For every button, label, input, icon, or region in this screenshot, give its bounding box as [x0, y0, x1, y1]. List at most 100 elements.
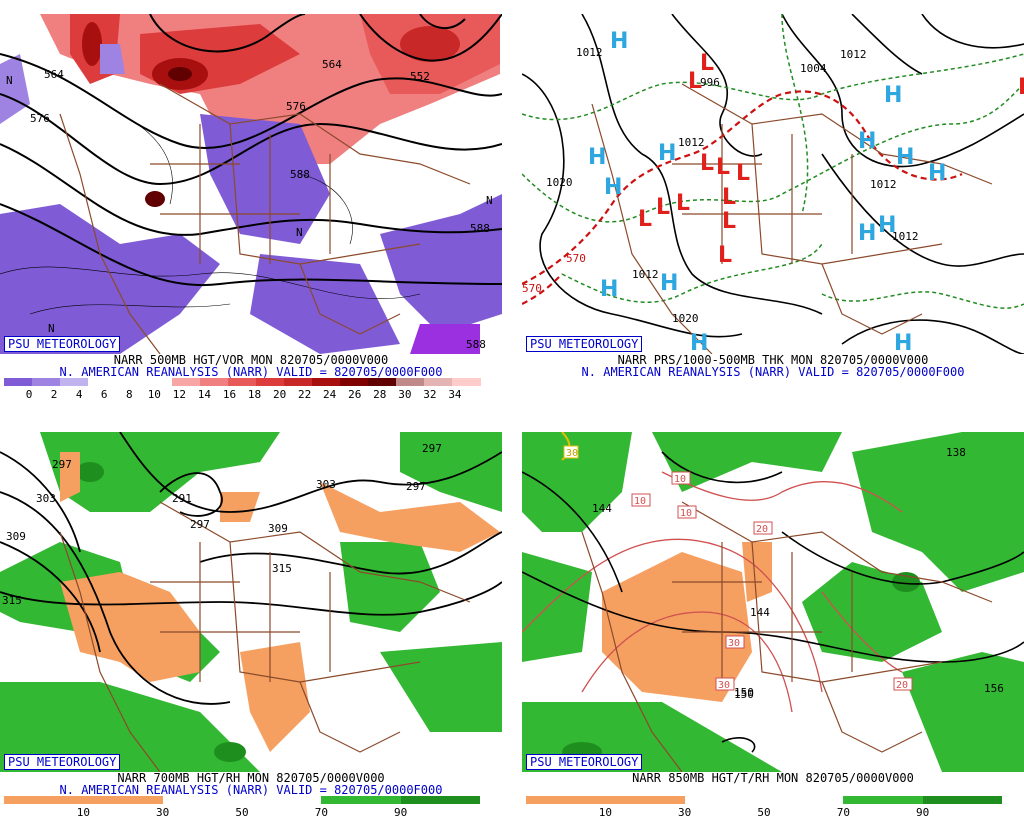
isobar-label: 1012	[576, 46, 603, 59]
map-500mb: 564 576 588 552 564 576 588 588 N N N N	[0, 14, 502, 354]
contour-label-552: 552	[410, 70, 430, 83]
colorbar-segment	[4, 378, 33, 386]
temp-label: 20	[896, 680, 908, 691]
brand-label: PSU METEOROLOGY	[526, 336, 643, 352]
colorbar-segment	[340, 378, 369, 386]
brand-label: PSU METEOROLOGY	[526, 754, 643, 770]
colorbar-tick-label: 22	[298, 388, 312, 401]
colorbar-tick-label: 30	[156, 806, 170, 819]
colorbar-tick-label: 32	[423, 388, 437, 401]
height-label: 138	[946, 446, 966, 459]
map-850mb: 144 150 156 144 150 138 10 10 10 20 30 3…	[522, 432, 1024, 772]
contour-label-576: 576	[30, 112, 50, 125]
colorbar-segment	[60, 378, 89, 386]
isobar-label: 1020	[672, 312, 699, 325]
colorbar	[4, 796, 481, 804]
colorbar-segment	[256, 378, 285, 386]
vort-min-label: N	[486, 194, 493, 207]
colorbar-tick-label: 90	[916, 806, 930, 819]
panel-850mb-temp-rh: 144 150 156 144 150 138 10 10 10 20 30 3…	[522, 418, 1024, 819]
contour-label: 291	[172, 492, 192, 505]
colorbar-tick-label: 90	[394, 806, 408, 819]
high-pressure-marker: H	[600, 277, 618, 302]
colorbar-tick-label: 14	[197, 388, 212, 401]
contour-label: 315	[2, 594, 22, 607]
height-label: 150	[734, 688, 754, 701]
colorbar-tick-label: 30	[678, 806, 692, 819]
chart-subtitle: N. AMERICAN REANALYSIS (NARR) VALID = 82…	[59, 365, 443, 379]
high-pressure-marker: H	[858, 129, 876, 154]
high-pressure-marker: H	[858, 221, 876, 246]
colorbar-tick-label: 34	[448, 388, 462, 401]
temp-label: 10	[634, 496, 646, 507]
thickness-label: 570	[566, 252, 586, 265]
contour-label: 303	[316, 478, 336, 491]
map-pressure-svg: H H H H H H H H H H H H H H L L L L	[522, 14, 1024, 354]
colorbar-tick-label: 4	[75, 388, 83, 401]
colorbar	[526, 796, 1003, 804]
colorbar-tick-label: 26	[348, 388, 362, 401]
low-pressure-marker: L	[736, 161, 750, 186]
contour-label-576b: 576	[286, 100, 306, 113]
colorbar-segment	[368, 378, 397, 386]
colorbar-segment	[321, 796, 402, 804]
colorbar	[4, 378, 481, 386]
colorbar-segment	[32, 378, 61, 386]
height-label: 144	[750, 606, 770, 619]
panel-700mb-rh: 297 303 309 291 297 303 309 315 315 297 …	[0, 418, 502, 819]
colorbar-tick-label: 10	[76, 806, 90, 819]
map-700mb-svg: 297 303 309 291 297 303 309 315 315 297 …	[0, 432, 502, 772]
contour-label-588c: 588	[466, 338, 486, 351]
high-pressure-marker: H	[660, 271, 678, 296]
colorbar-segment	[162, 796, 243, 804]
colorbar-segment	[88, 378, 117, 386]
high-pressure-marker: H	[690, 331, 708, 354]
colorbar-ticks: 10 30 50 70 90	[522, 806, 1024, 819]
vort-min-label: N	[6, 74, 13, 87]
map-700mb: 297 303 309 291 297 303 309 315 315 297 …	[0, 432, 502, 772]
colorbar-segment	[312, 378, 341, 386]
colorbar-tick-label: 50	[235, 806, 249, 819]
colorbar-segment	[922, 796, 1003, 804]
panel-pressure-thickness: H H H H H H H H H H H H H H L L L L	[522, 0, 1024, 400]
chart-subtitle: N. AMERICAN REANALYSIS (NARR) VALID = 82…	[59, 783, 443, 797]
low-pressure-marker: L	[722, 185, 736, 210]
colorbar-segment	[452, 378, 481, 386]
low-pressure-marker: L	[688, 69, 702, 94]
low-pressure-marker: L	[656, 195, 670, 220]
colorbar-tick-label: 16	[222, 388, 237, 401]
contour-label-588: 588	[290, 168, 310, 181]
colorbar-ticks: 10 30 50 70 90	[0, 806, 502, 819]
low-pressure-marker: L	[638, 207, 652, 232]
thickness-label: 570	[522, 282, 542, 295]
isobar-label: 1012	[840, 48, 867, 61]
isobar-label: 1012	[632, 268, 659, 281]
temp-label: 30	[718, 680, 730, 691]
colorbar-segment	[396, 378, 425, 386]
isobar-label: 1012	[892, 230, 919, 243]
colorbar-tick-label: 12	[172, 388, 186, 401]
temp-label: 30	[728, 638, 740, 649]
colorbar-segment	[424, 378, 453, 386]
colorbar-ticks: 0 2 4 6 8 10 12 14 16 18 20 22 24 26 28 30 32 34	[0, 388, 502, 401]
vort-min-label: N	[296, 226, 303, 239]
colorbar-tick-label: 24	[323, 388, 337, 401]
isobar-label: 1020	[546, 176, 573, 189]
contour-label: 309	[268, 522, 288, 535]
colorbar-segment	[843, 796, 924, 804]
colorbar-segment	[605, 796, 686, 804]
height-label: 150	[734, 686, 754, 699]
brand-label: PSU METEOROLOGY	[4, 336, 121, 352]
colorbar-tick-label: 8	[125, 388, 133, 401]
high-pressure-marker: H	[896, 145, 914, 170]
colorbar-segment	[526, 796, 606, 804]
contour-label: 297	[422, 442, 442, 455]
contour-label: 303	[36, 492, 56, 505]
temp-label: 20	[756, 524, 768, 535]
high-pressure-marker: H	[588, 145, 606, 170]
low-pressure-marker: L	[676, 191, 690, 216]
colorbar-tick-label: 70	[836, 806, 850, 819]
low-pressure-marker: L	[700, 51, 714, 76]
map-pressure: H H H H H H H H H H H H H H L L L L	[522, 14, 1024, 354]
colorbar-segment	[242, 796, 322, 804]
